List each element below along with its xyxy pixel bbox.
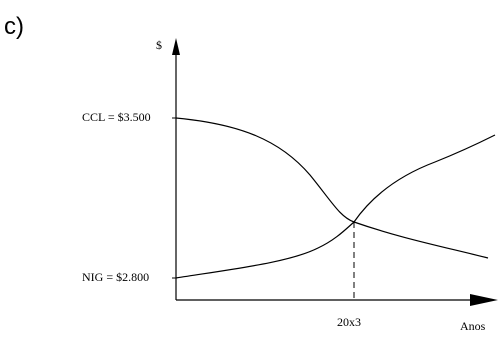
x-axis-label: Anos <box>460 319 486 333</box>
y-axis-label: $ <box>156 38 162 52</box>
series-line-ccl <box>175 117 489 259</box>
y-axis-arrow <box>172 38 180 55</box>
x-axis-arrow <box>470 294 498 306</box>
panel-label: c) <box>4 13 24 40</box>
series-label-nig: NIG = $2.800 <box>82 270 149 284</box>
axes <box>172 38 498 306</box>
series-label-ccl: CCL = $3.500 <box>82 110 151 124</box>
x-tick-label-intersection: 20x3 <box>337 315 361 329</box>
